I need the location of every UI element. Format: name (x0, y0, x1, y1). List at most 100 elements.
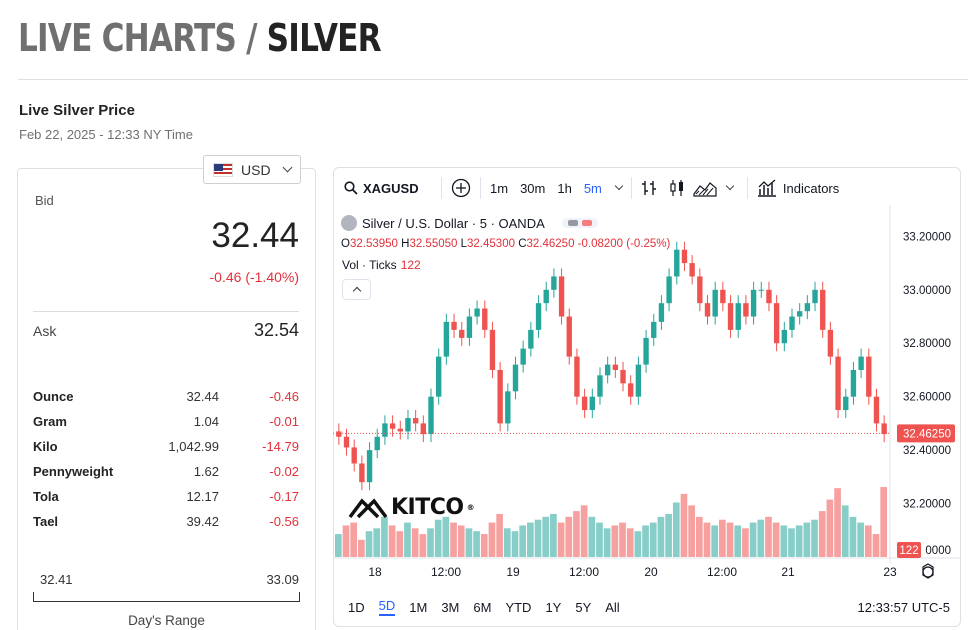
unit-change: -0.46 (269, 389, 299, 404)
volume-bar (619, 522, 626, 557)
interval-1h[interactable]: 1h (557, 180, 572, 196)
unit-price: 1,042.99 (168, 439, 219, 454)
candle-body (804, 303, 811, 312)
candle-body (497, 369, 503, 424)
chart-type-chevron-icon[interactable] (725, 181, 735, 191)
volume-bar (473, 531, 480, 557)
volume-readout: Vol · Ticks 122 (342, 258, 421, 272)
unit-change: -0.01 (269, 414, 299, 429)
period-5y[interactable]: 5Y (575, 599, 592, 615)
currency-select[interactable]: USD (203, 155, 301, 184)
compare-add-icon[interactable] (451, 178, 471, 198)
unit-table: Ounce 32.44 -0.46 Gram 1.04 -0.01 Kilo 1… (33, 384, 301, 534)
chart-legend: Silver / U.S. Dollar · 5 · OANDA (341, 215, 598, 231)
period-3m[interactable]: 3M (441, 599, 460, 615)
title-divider (18, 79, 968, 80)
candle-body (489, 329, 496, 370)
volume-bar (434, 519, 442, 557)
indicators-button[interactable]: Indicators (757, 179, 839, 197)
candles-chart-type-icon[interactable] (669, 179, 685, 197)
candle-body (459, 329, 465, 338)
candle-body (643, 337, 649, 365)
volume-value: 122 (400, 258, 421, 272)
y-tick-label: 32.60000 (903, 392, 951, 404)
volume-bar (519, 525, 527, 557)
period-ytd[interactable]: YTD (505, 599, 532, 615)
chart-toolbar: XAGUSD 1m 30m 1h 5m Indicators (333, 175, 959, 201)
period-1y[interactable]: 1Y (545, 599, 562, 615)
volume-bar (642, 525, 649, 557)
volume-bar (342, 525, 350, 557)
candle-body (351, 447, 357, 464)
interval-30m[interactable]: 30m (520, 180, 546, 196)
interval-1m[interactable]: 1m (490, 180, 509, 196)
candle-body (666, 276, 672, 304)
day-range-high: 33.09 (266, 572, 299, 587)
price-panel (17, 168, 316, 630)
bid-divider (33, 311, 299, 312)
period-5d[interactable]: 5D (378, 598, 396, 616)
candle-body (581, 396, 588, 411)
silver-symbol-icon (341, 215, 357, 231)
volume-bar (626, 528, 634, 557)
area-chart-type-icon[interactable] (693, 179, 717, 197)
interval-chevron-icon[interactable] (614, 181, 624, 191)
volume-bar (703, 522, 711, 557)
x-tick-label: 20 (644, 565, 658, 579)
period-all[interactable]: All (605, 599, 620, 615)
candle-body (474, 308, 480, 317)
volume-bar (427, 528, 434, 557)
x-tick-label: 19 (506, 565, 520, 579)
period-1d[interactable]: 1D (348, 599, 365, 615)
kitco-logo-text: KITCO (391, 495, 464, 520)
candle-body (773, 303, 780, 344)
last-volume-label: 122 (899, 545, 918, 557)
volume-bar (803, 522, 811, 557)
volume-bar (757, 519, 765, 557)
ask-value: 32.54 (253, 320, 299, 340)
period-1m[interactable]: 1M (409, 599, 428, 615)
candle-body (827, 329, 834, 357)
candle-body (343, 436, 350, 448)
volume-bar (811, 519, 818, 557)
volume-bar (373, 528, 381, 557)
unit-row: Ounce 32.44 -0.46 (33, 384, 301, 409)
ohlc-change: -0.08200 (-0.25%) (577, 238, 671, 250)
candle-body (835, 356, 841, 411)
volume-label: Vol · Ticks (342, 258, 397, 272)
period-6m[interactable]: 6M (473, 599, 492, 615)
bar-chart-type-icon[interactable] (641, 179, 657, 197)
candle-body (574, 356, 580, 397)
unit-row: Kilo 1,042.99 -14.79 (33, 434, 301, 459)
ohlc-c-label: C (518, 238, 527, 250)
legend-collapse-button[interactable] (342, 279, 371, 300)
candle-body (766, 289, 772, 304)
search-icon (344, 181, 358, 195)
volume-bar (634, 531, 642, 557)
candle-body (428, 396, 434, 435)
volume-bar (365, 531, 373, 557)
title-prefix: LIVE CHARTS (18, 16, 237, 60)
interval-5m[interactable]: 5m (583, 180, 602, 196)
x-tick-label: 12:00 (707, 565, 737, 579)
symbol-search[interactable]: XAGUSD (344, 181, 432, 196)
volume-bar (565, 516, 573, 557)
day-range-bar (33, 592, 300, 602)
legend-status-pill[interactable] (561, 218, 598, 228)
price-chart[interactable]: 33.20000 33.00000 32.80000 32.60000 32.40000… (333, 205, 961, 590)
volume-bar (557, 522, 565, 557)
currency-value: USD (241, 161, 271, 178)
ohlc-open: 32.53950 (349, 238, 398, 250)
ohlc-low: 32.45300 (467, 238, 515, 250)
candle-body (389, 423, 396, 429)
volume-bar (795, 525, 803, 557)
unit-row: Pennyweight 1.62 -0.02 (33, 459, 301, 484)
candle-body (397, 428, 403, 432)
volume-bar (588, 516, 596, 557)
candle-body (866, 356, 872, 397)
candle-body (528, 329, 534, 349)
volume-bar (688, 505, 695, 557)
candle-body (796, 311, 803, 317)
candle-body (658, 303, 665, 322)
toolbar-divider (441, 177, 442, 199)
